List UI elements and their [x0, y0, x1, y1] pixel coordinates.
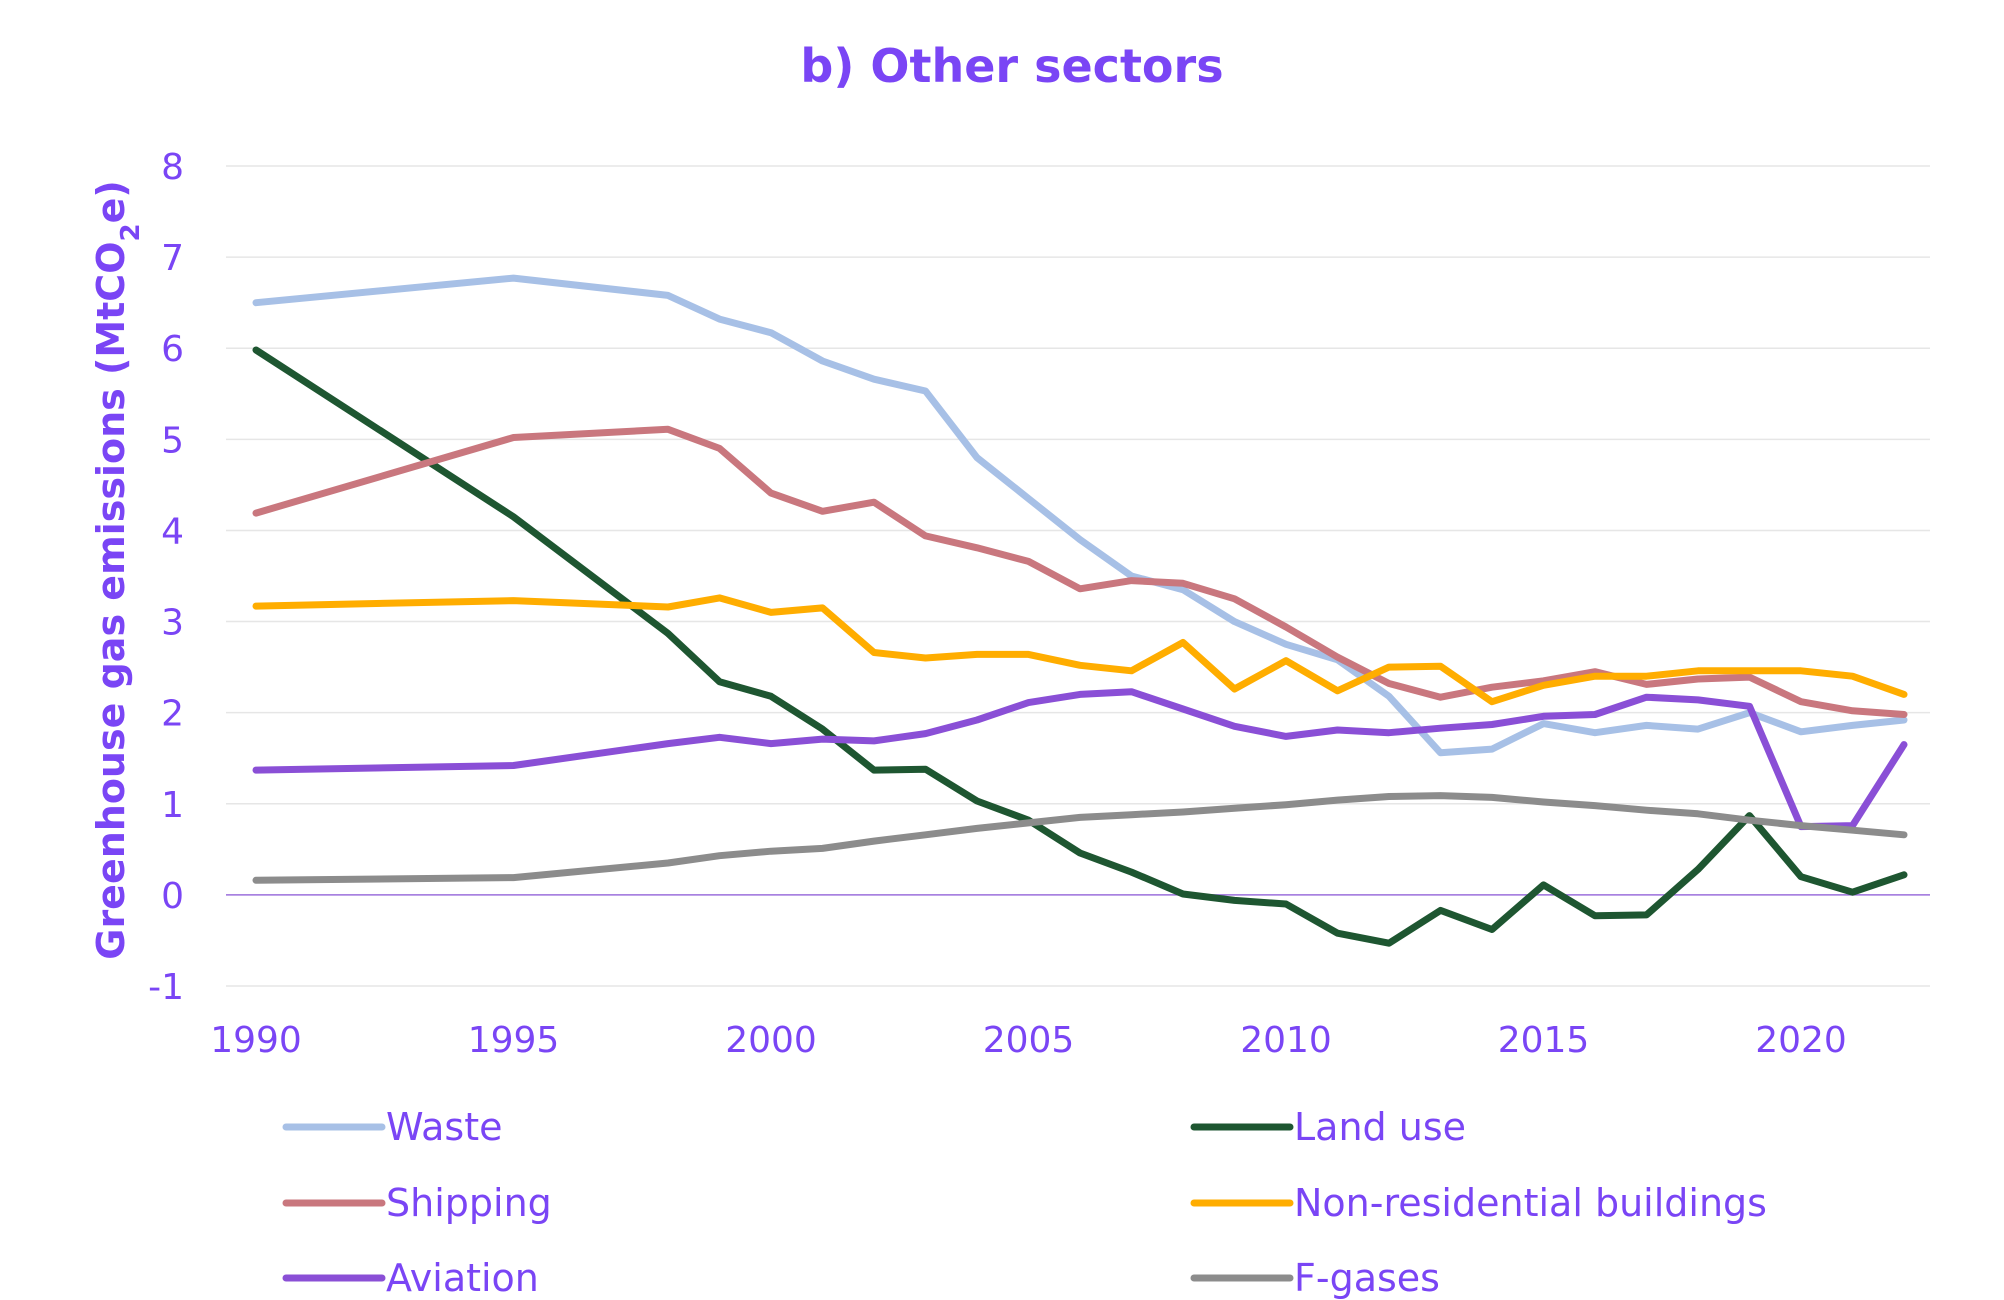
legend-label-shipping: Shipping	[386, 1181, 552, 1225]
legend-label-non-residential-buildings: Non-residential buildings	[1294, 1181, 1767, 1225]
x-axis-ticks: 1990 1995 2000 2005 2010 2015 2020	[210, 1020, 1847, 1061]
series-line-land-use	[252, 346, 1908, 947]
legend-label-land-use: Land use	[1294, 1105, 1466, 1149]
y-tick-label: 4	[161, 511, 184, 552]
x-tick-label: 2010	[1240, 1020, 1332, 1061]
y-tick-label: -1	[148, 967, 184, 1008]
x-tick-label: 2020	[1755, 1020, 1847, 1061]
series-line-shipping	[252, 425, 1908, 718]
y-tick-label: 1	[161, 785, 184, 826]
y-axis-ticks: -1 0 1 2 3 4 5 6 7 8	[148, 147, 184, 1008]
x-tick-label: 2015	[1498, 1020, 1590, 1061]
legend-label-waste: Waste	[386, 1105, 503, 1149]
x-tick-label: 1995	[468, 1020, 560, 1061]
y-tick-label: 2	[161, 694, 184, 735]
y-axis-label: Greenhouse gas emissions (MtCO2e)	[89, 180, 146, 960]
x-tick-label: 1990	[210, 1020, 302, 1061]
y-tick-label: 0	[161, 876, 184, 917]
series-line-aviation	[252, 688, 1908, 831]
legend-label-aviation: Aviation	[386, 1256, 539, 1300]
series-line-f-gases	[252, 792, 1908, 884]
y-tick-label: 5	[161, 420, 184, 461]
series-line-non-residential-buildings	[252, 594, 1908, 706]
legend: Waste Land use Shipping Non-residential bui…	[282, 1105, 1767, 1300]
gridlines	[226, 165, 1930, 987]
chart-title: b) Other sectors	[800, 39, 1223, 93]
y-tick-label: 7	[161, 238, 184, 279]
y-tick-label: 3	[161, 603, 184, 644]
series-line-waste	[252, 274, 1908, 757]
y-tick-label: 6	[161, 329, 184, 370]
y-tick-label: 8	[161, 147, 184, 188]
x-tick-label: 2000	[725, 1020, 817, 1061]
x-tick-label: 2005	[983, 1020, 1075, 1061]
series-lines	[252, 274, 1908, 947]
legend-label-f-gases: F-gases	[1294, 1256, 1440, 1300]
